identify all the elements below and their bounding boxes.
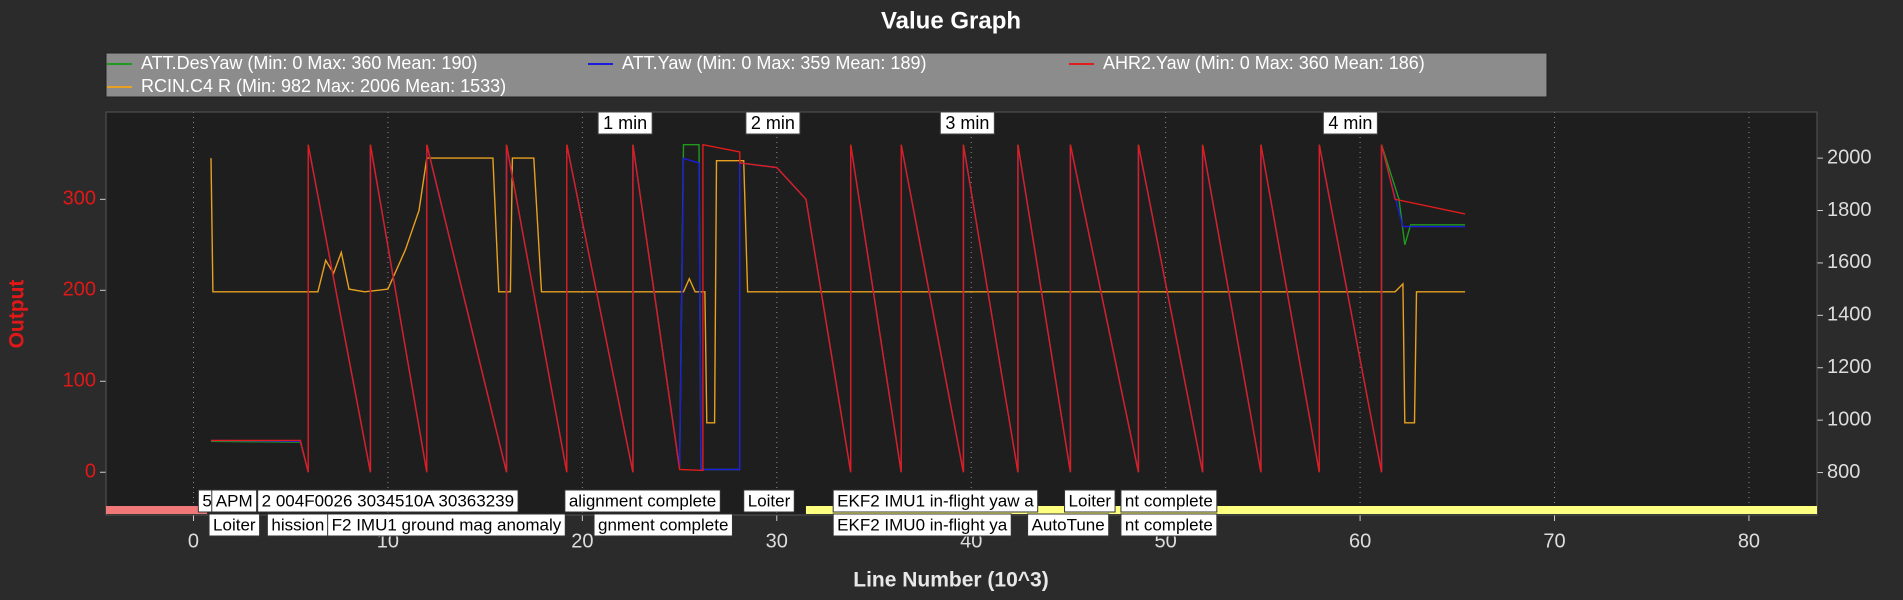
message: Loiter xyxy=(748,491,791,510)
annotation-box xyxy=(939,111,995,135)
x-tick-label: 30 xyxy=(766,530,788,552)
annotation: 3 min xyxy=(945,113,989,133)
annotation-box xyxy=(597,111,653,135)
message-box xyxy=(1120,513,1218,537)
legend xyxy=(105,52,1548,98)
annotation-box xyxy=(1322,111,1378,135)
x-tick-label: 60 xyxy=(1349,530,1371,552)
x-tick-label: 0 xyxy=(188,530,199,552)
message: 5 xyxy=(202,491,211,510)
message-box xyxy=(1064,489,1116,513)
legend-label: AHR2.Yaw (Min: 0 Max: 360 Mean: 186) xyxy=(1103,53,1425,73)
y2-tick-label: 1200 xyxy=(1827,356,1872,378)
y2-tick-label: 1800 xyxy=(1827,199,1872,221)
message: F2 IMU1 ground mag anomaly xyxy=(332,515,562,534)
message-box xyxy=(208,513,261,537)
x-tick-label: 80 xyxy=(1738,530,1760,552)
message: hission xyxy=(271,515,324,534)
y-tick-label: 0 xyxy=(85,461,96,483)
message: APM xyxy=(216,491,253,510)
plot-area xyxy=(106,112,1817,515)
message-box xyxy=(564,489,721,513)
y2-tick-label: 800 xyxy=(1827,461,1860,483)
message-box xyxy=(211,489,258,513)
message: EKF2 IMU1 in-flight yaw a xyxy=(837,491,1034,510)
annotation: 2 min xyxy=(751,113,795,133)
message: AutoTune xyxy=(1032,515,1105,534)
legend-label: ATT.DesYaw (Min: 0 Max: 360 Mean: 190) xyxy=(141,53,477,73)
series-line xyxy=(210,157,1466,424)
mode-band xyxy=(106,506,208,514)
message-box xyxy=(327,513,566,537)
x-axis-label: Line Number (10^3) xyxy=(853,569,1048,592)
y2-tick-label: 1400 xyxy=(1827,304,1872,326)
message-box xyxy=(1027,513,1110,537)
y-axis-label: Output xyxy=(6,280,29,349)
message: EKF2 IMU0 in-flight ya xyxy=(837,515,1008,534)
x-tick-label: 70 xyxy=(1543,530,1565,552)
y-tick-label: 100 xyxy=(63,370,96,392)
x-tick-label: 20 xyxy=(571,530,593,552)
message-box xyxy=(593,513,733,537)
message: 2 004F0026 3034510A 30363239 xyxy=(262,491,514,510)
y-tick-label: 300 xyxy=(63,188,96,210)
message-box xyxy=(743,489,795,513)
message: Loiter xyxy=(1069,491,1112,510)
y-tick-label: 200 xyxy=(63,279,96,301)
message-box xyxy=(832,513,1012,537)
message: gnment complete xyxy=(598,515,728,534)
annotation: 1 min xyxy=(603,113,647,133)
message: Loiter xyxy=(213,515,256,534)
y2-tick-label: 1000 xyxy=(1827,408,1872,430)
message: nt complete xyxy=(1125,491,1213,510)
series-line xyxy=(211,143,1466,473)
message-box xyxy=(832,489,1039,513)
message: nt complete xyxy=(1125,515,1213,534)
legend-label: ATT.Yaw (Min: 0 Max: 359 Mean: 189) xyxy=(622,53,926,73)
mode-band xyxy=(805,506,1817,514)
y2-tick-label: 2000 xyxy=(1827,146,1872,168)
legend-label: RCIN.C4 R (Min: 982 Max: 2006 Mean: 1533… xyxy=(141,76,506,96)
chart-title: Value Graph xyxy=(881,7,1021,34)
annotation: 4 min xyxy=(1328,113,1372,133)
y2-tick-label: 1600 xyxy=(1827,251,1872,273)
plot-clip xyxy=(106,143,1817,514)
message-box xyxy=(1120,489,1218,513)
message: alignment complete xyxy=(569,491,716,510)
message-box xyxy=(257,489,519,513)
annotation-box xyxy=(745,111,801,135)
